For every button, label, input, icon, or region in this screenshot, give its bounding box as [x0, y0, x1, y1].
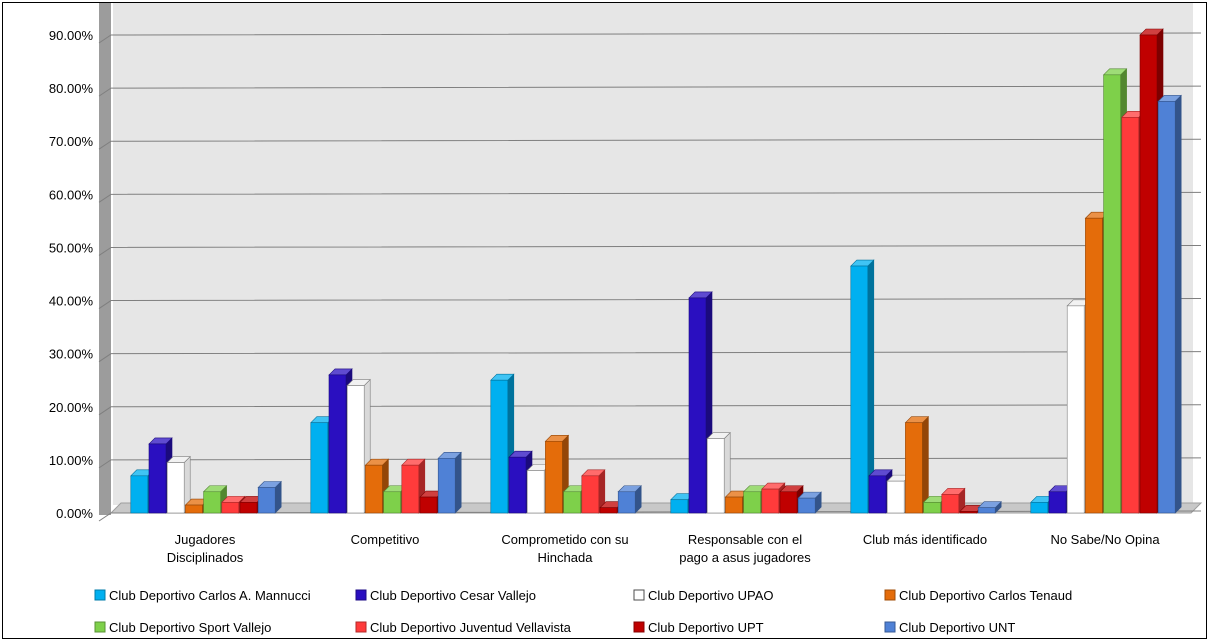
y-tick-label: 20.00% — [49, 400, 94, 415]
gridline — [98, 32, 1202, 44]
y-tick-label: 80.00% — [49, 81, 94, 96]
y-tick-label: 90.00% — [49, 28, 94, 43]
y-tick-label: 70.00% — [49, 134, 94, 149]
y-tick-label: 30.00% — [49, 347, 94, 362]
y-tick-label: 50.00% — [49, 240, 94, 255]
legend-label: Club Deportivo Carlos Tenaud — [899, 588, 1072, 603]
legend-swatch — [884, 589, 896, 601]
x-category-label: pago a asus jugadores — [679, 550, 811, 565]
bar — [1157, 94, 1182, 514]
gridline — [98, 138, 1202, 150]
legend-entry: Club Deportivo UNT — [884, 620, 1015, 635]
y-tick-label: 10.00% — [49, 453, 94, 468]
bar — [797, 491, 822, 514]
y-tick-label: 60.00% — [49, 187, 94, 202]
legend-label: Club Deportivo Cesar Vallejo — [370, 588, 536, 603]
legend-entry: Club Deportivo UPT — [633, 620, 764, 635]
x-category-label: Club más identificado — [863, 532, 987, 547]
legend-label: Club Deportivo UPAO — [648, 588, 773, 603]
bar — [257, 480, 282, 514]
x-category-label: Disciplinados — [167, 550, 244, 565]
legend-entry: Club Deportivo Cesar Vallejo — [355, 588, 536, 603]
gridline — [98, 85, 1202, 97]
gridline — [98, 298, 1202, 309]
legend-swatch — [355, 621, 367, 633]
gridline — [98, 191, 1202, 203]
legend-swatch — [884, 621, 896, 633]
x-category-label: Responsable con el — [688, 532, 802, 547]
gridline — [98, 244, 1202, 256]
legend-entry: Club Deportivo Carlos Tenaud — [884, 588, 1072, 603]
legend-entry: Club Deportivo UPAO — [633, 588, 773, 603]
side-wall-face — [99, 3, 111, 515]
back-wall — [113, 3, 1193, 505]
bar — [166, 455, 191, 514]
legend-swatch — [633, 621, 645, 633]
x-category-label: Comprometido con su — [501, 532, 628, 547]
legend-swatch — [94, 589, 106, 601]
legend-label: Club Deportivo Sport Vallejo — [109, 620, 271, 635]
legend-entry: Club Deportivo Sport Vallejo — [94, 620, 271, 635]
y-tick-label: 0.00% — [56, 506, 93, 521]
legend-swatch — [633, 589, 645, 601]
bar — [617, 485, 642, 514]
bar — [977, 500, 1002, 514]
legend-entry: Club Deportivo Juventud Vellavista — [355, 620, 572, 635]
bar-chart: 0.00% 10.00% 20.00% 30.00% 40.00% 50.00% 60.00… — [49, 3, 1203, 635]
gridline — [98, 510, 1202, 522]
y-tick-label: 40.00% — [49, 294, 94, 309]
gridline — [98, 351, 1202, 363]
legend-label: Club Deportivo Carlos A. Mannucci — [109, 588, 311, 603]
bar — [581, 469, 606, 514]
x-category-label: No Sabe/No Opina — [1050, 532, 1160, 547]
legend-label: Club Deportivo UNT — [899, 620, 1015, 635]
gridline — [98, 457, 1202, 469]
legend-swatch — [355, 589, 367, 601]
x-category-label: Jugadores — [175, 532, 236, 547]
gridline — [98, 404, 1202, 416]
legend-entry: Club Deportivo Carlos A. Mannucci — [94, 588, 311, 603]
legend-label: Club Deportivo Juventud Vellavista — [370, 620, 572, 635]
bar — [941, 487, 966, 514]
legend-label: Club Deportivo UPT — [648, 620, 764, 635]
x-category-label: Hinchada — [538, 550, 594, 565]
bar — [544, 434, 570, 514]
bar — [437, 451, 462, 514]
x-category-label: Competitivo — [351, 532, 420, 547]
legend-swatch — [94, 621, 106, 633]
bar — [850, 259, 875, 514]
bar — [904, 415, 930, 514]
